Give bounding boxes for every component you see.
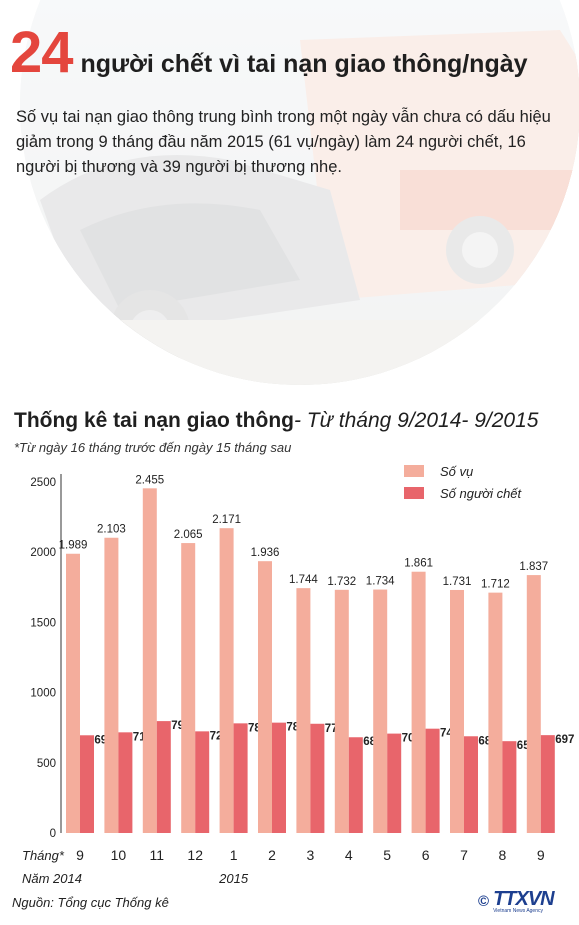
bar-so-nguoi-chet [80, 735, 94, 833]
bar-so-vu [296, 588, 311, 833]
data-label-so-vu: 1.837 [519, 561, 548, 573]
bar-so-nguoi-chet [502, 741, 517, 833]
y-tick-label: 0 [50, 828, 56, 840]
bar-so-vu [142, 488, 157, 833]
chart-note: *Từ ngày 16 tháng trước đến ngày 15 thán… [14, 440, 292, 455]
legend-swatch [404, 487, 424, 499]
bar-so-nguoi-chet [348, 737, 363, 833]
intro-paragraph: Số vụ tai nạn giao thông trung bình tron… [16, 108, 551, 176]
copyright-icon: © [478, 892, 490, 910]
data-label-so-vu: 2.103 [97, 524, 126, 536]
data-label-so-vu: 1.731 [443, 576, 472, 588]
x-axis-label: Tháng* [22, 848, 65, 863]
bar-so-vu [373, 589, 388, 833]
x-tick-label: 2 [268, 847, 276, 863]
bar-so-nguoi-chet [540, 735, 555, 833]
logo-name: TTXVN [493, 888, 555, 910]
bar-so-nguoi-chet [233, 723, 248, 833]
x-tick-label: 12 [187, 847, 203, 863]
x-tick-label: 5 [383, 847, 391, 863]
bar-so-vu [411, 571, 426, 833]
chart-title-main: Thống kê tai nạn giao thông [14, 409, 294, 432]
headline: 24 người chết vì tai nạn giao thông/ngày [10, 24, 528, 82]
hero-photo [0, 0, 579, 400]
bar-so-nguoi-chet [464, 736, 478, 833]
bar-so-vu [488, 592, 503, 833]
x-tick-label: 3 [307, 847, 315, 863]
bar-so-nguoi-chet [195, 731, 210, 833]
legend-swatch [404, 465, 424, 477]
y-tick-label: 500 [37, 758, 56, 770]
data-label-so-vu: 1.734 [366, 576, 395, 588]
data-label-so-vu: 1.861 [404, 558, 433, 570]
x-tick-label: 10 [111, 847, 127, 863]
x-tick-label: 6 [422, 847, 430, 863]
crash-photo-illustration [20, 0, 579, 385]
bar-so-nguoi-chet [310, 723, 325, 833]
data-label-so-nguoi-chet: 697 [555, 734, 574, 746]
headline-text: người chết vì tai nạn giao thông/ngày [80, 50, 528, 78]
bar-so-vu [66, 553, 80, 833]
ttxvn-logo: © TTXVN Vietnam News Agency [478, 888, 555, 914]
x-tick-label: 9 [537, 847, 545, 863]
x-tick-label: 9 [76, 847, 84, 863]
bar-so-vu [181, 543, 196, 833]
data-label-so-vu: 1.989 [59, 540, 88, 552]
year-label: Năm 2014 [22, 871, 82, 885]
chart-title-range: - Từ tháng 9/2014- 9/2015 [293, 409, 539, 432]
headline-number: 24 [10, 20, 74, 85]
bar-so-vu [526, 575, 541, 833]
bar-so-vu [219, 528, 234, 833]
x-tick-label: 4 [345, 847, 353, 863]
bar-chart: 050010001500200025001.98969692.103717102… [22, 464, 574, 885]
bar-so-nguoi-chet [156, 721, 171, 833]
y-tick-label: 2500 [30, 477, 56, 489]
x-tick-label: 7 [460, 847, 468, 863]
bar-so-nguoi-chet [425, 728, 440, 833]
bar-so-nguoi-chet [272, 722, 286, 833]
source-note: Nguồn: Tổng cục Thống kê [12, 895, 169, 910]
data-label-so-vu: 2.455 [135, 474, 164, 486]
bar-so-vu [450, 589, 464, 833]
y-tick-label: 2000 [30, 547, 56, 559]
year-label: 2015 [218, 871, 249, 885]
data-label-so-vu: 1.732 [327, 576, 356, 588]
data-label-so-vu: 2.065 [174, 529, 203, 541]
data-label-so-vu: 1.744 [289, 574, 318, 586]
data-label-so-vu: 1.936 [251, 547, 280, 559]
x-tick-label: 8 [499, 847, 507, 863]
y-tick-label: 1000 [30, 688, 56, 700]
bar-so-vu [334, 589, 349, 833]
data-label-so-vu: 1.712 [481, 579, 510, 591]
x-tick-label: 11 [150, 847, 165, 863]
y-tick-label: 1500 [30, 617, 56, 629]
chart-title: Thống kê tai nạn giao thông- Từ tháng 9/… [14, 409, 538, 433]
x-tick-label: 1 [230, 847, 238, 863]
bar-so-vu [258, 561, 272, 833]
bar-so-nguoi-chet [387, 733, 402, 833]
data-label-so-vu: 2.171 [212, 514, 241, 526]
bar-so-nguoi-chet [118, 732, 133, 833]
legend-label: Số người chết [440, 486, 523, 501]
logo-tagline: Vietnam News Agency [493, 908, 543, 914]
legend-label: Số vụ [440, 464, 473, 479]
bar-so-vu [104, 537, 119, 833]
